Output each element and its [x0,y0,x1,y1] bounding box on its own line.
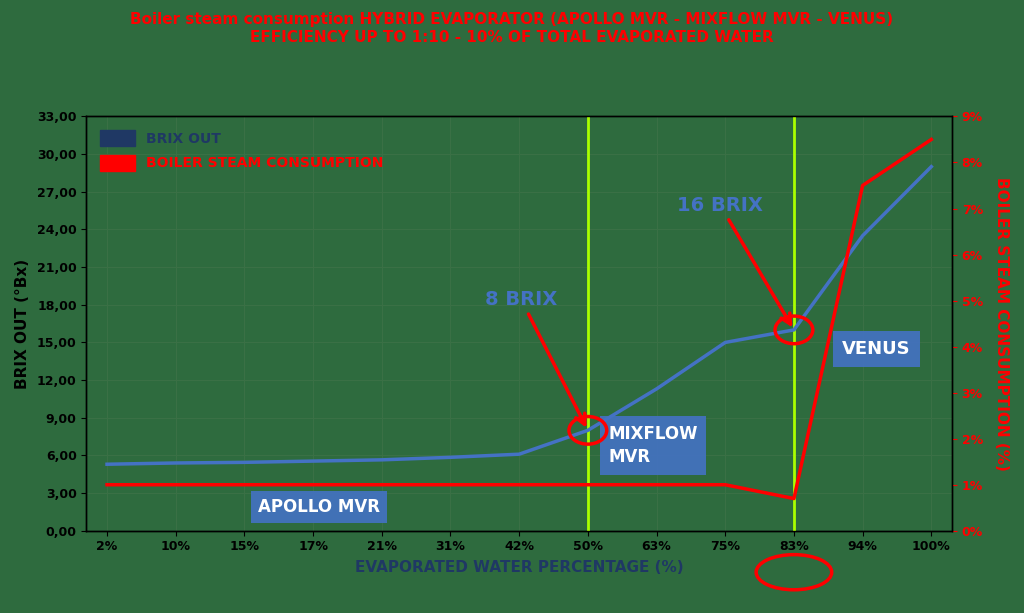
Text: APOLLO MVR: APOLLO MVR [258,498,380,516]
Y-axis label: BOILER STEAM CONSUMPTION (%): BOILER STEAM CONSUMPTION (%) [994,177,1009,471]
X-axis label: EVAPORATED WATER PERCENTAGE (%): EVAPORATED WATER PERCENTAGE (%) [355,560,683,576]
Text: 16 BRIX: 16 BRIX [677,196,791,324]
Legend: BRIX OUT, BOILER STEAM CONSUMPTION: BRIX OUT, BOILER STEAM CONSUMPTION [95,125,389,177]
Y-axis label: BRIX OUT (°Bx): BRIX OUT (°Bx) [15,259,30,389]
Text: MIXFLOW
MVR: MIXFLOW MVR [608,425,698,466]
Text: Boiler steam consumption HYBRID EVAPORATOR (APOLLO MVR - MIXFLOW MVR - VENUS)
EF: Boiler steam consumption HYBRID EVAPORAT… [130,12,894,45]
Text: 8 BRIX: 8 BRIX [484,290,585,424]
Text: VENUS: VENUS [842,340,910,358]
